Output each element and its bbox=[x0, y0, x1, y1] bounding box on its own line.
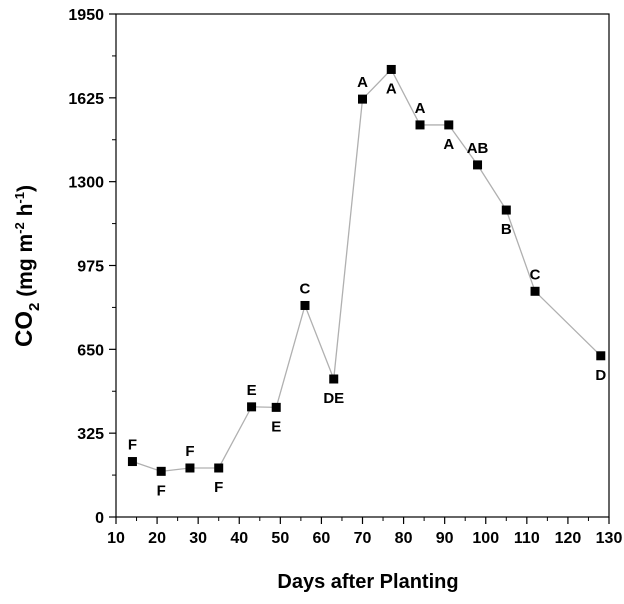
series-point-labels-group: F F F F E E C DE A A A A AB B C D bbox=[128, 74, 607, 499]
x-tick-label: 100 bbox=[472, 530, 499, 547]
y-axis-title-sup2: -1 bbox=[12, 192, 27, 204]
x-tick-label: 130 bbox=[596, 530, 623, 547]
series-line bbox=[132, 68, 602, 473]
x-tick-label: 40 bbox=[230, 530, 248, 547]
data-point-label: D bbox=[595, 367, 606, 384]
data-point bbox=[247, 402, 257, 412]
y-axis-title-subscript: 2 bbox=[26, 303, 43, 311]
data-point-label: DE bbox=[323, 390, 344, 407]
x-tick-label: 70 bbox=[354, 530, 372, 547]
x-tick-label: 110 bbox=[514, 530, 540, 547]
x-axis-title: Days after Planting bbox=[277, 571, 458, 593]
data-point bbox=[530, 286, 540, 296]
y-axis-title-unit-mid: h bbox=[14, 204, 37, 223]
data-point-label: E bbox=[247, 382, 257, 399]
data-point-label: B bbox=[501, 221, 512, 238]
data-point-label: F bbox=[214, 479, 223, 496]
series-points-group bbox=[127, 64, 606, 476]
y-axis-title-unit-open: (mg m bbox=[14, 234, 37, 303]
y-tick-label: 1625 bbox=[68, 91, 104, 108]
data-point bbox=[185, 463, 195, 473]
y-axis-ticks: 0 325 650 975 1300 1625 1950 bbox=[68, 7, 116, 527]
x-tick-label: 20 bbox=[148, 530, 166, 547]
x-tick-label: 10 bbox=[107, 530, 125, 547]
series-line-group bbox=[132, 68, 602, 473]
data-point bbox=[214, 463, 224, 473]
y-tick-label: 0 bbox=[95, 510, 104, 527]
data-point-label: E bbox=[271, 418, 281, 435]
data-point-label: A bbox=[386, 80, 397, 97]
data-point-label: C bbox=[300, 280, 311, 297]
x-tick-label: 60 bbox=[313, 530, 331, 547]
data-point bbox=[415, 120, 425, 130]
y-axis-title: CO2 (mg m-2 h-1) bbox=[11, 185, 43, 347]
data-point bbox=[300, 300, 310, 310]
data-point bbox=[444, 120, 454, 130]
y-tick-label: 325 bbox=[77, 426, 104, 443]
data-point bbox=[271, 402, 281, 412]
y-tick-label: 1300 bbox=[68, 175, 104, 192]
data-point-label: F bbox=[128, 437, 137, 454]
x-axis-ticks: 10 20 30 40 50 60 70 80 90 100 110 120 130 bbox=[107, 517, 622, 547]
y-tick-label: 975 bbox=[77, 259, 104, 276]
x-tick-label: 120 bbox=[555, 530, 582, 547]
x-tick-label: 50 bbox=[271, 530, 289, 547]
y-tick-label: 650 bbox=[77, 342, 104, 359]
y-axis-title-unit-close: ) bbox=[14, 185, 37, 192]
y-axis-title-main: CO bbox=[11, 311, 38, 347]
x-tick-label: 30 bbox=[189, 530, 207, 547]
y-axis-title-sup1: -2 bbox=[12, 222, 27, 234]
data-point bbox=[127, 457, 137, 467]
data-point-label: F bbox=[185, 443, 194, 460]
data-point bbox=[386, 64, 396, 74]
data-point bbox=[473, 160, 483, 170]
data-point-label: F bbox=[157, 482, 166, 499]
y-tick-label: 1950 bbox=[68, 7, 104, 24]
data-point bbox=[156, 466, 166, 476]
x-tick-label: 90 bbox=[436, 530, 454, 547]
data-point bbox=[501, 205, 511, 215]
data-point-label: A bbox=[357, 74, 368, 91]
data-point-label: C bbox=[530, 266, 541, 283]
x-tick-label: 80 bbox=[395, 530, 413, 547]
data-point bbox=[329, 374, 339, 384]
data-point bbox=[596, 351, 606, 361]
data-point-label: A bbox=[415, 100, 426, 117]
data-point bbox=[358, 94, 367, 104]
data-point-label: AB bbox=[467, 140, 489, 157]
data-point-label: A bbox=[443, 136, 454, 153]
